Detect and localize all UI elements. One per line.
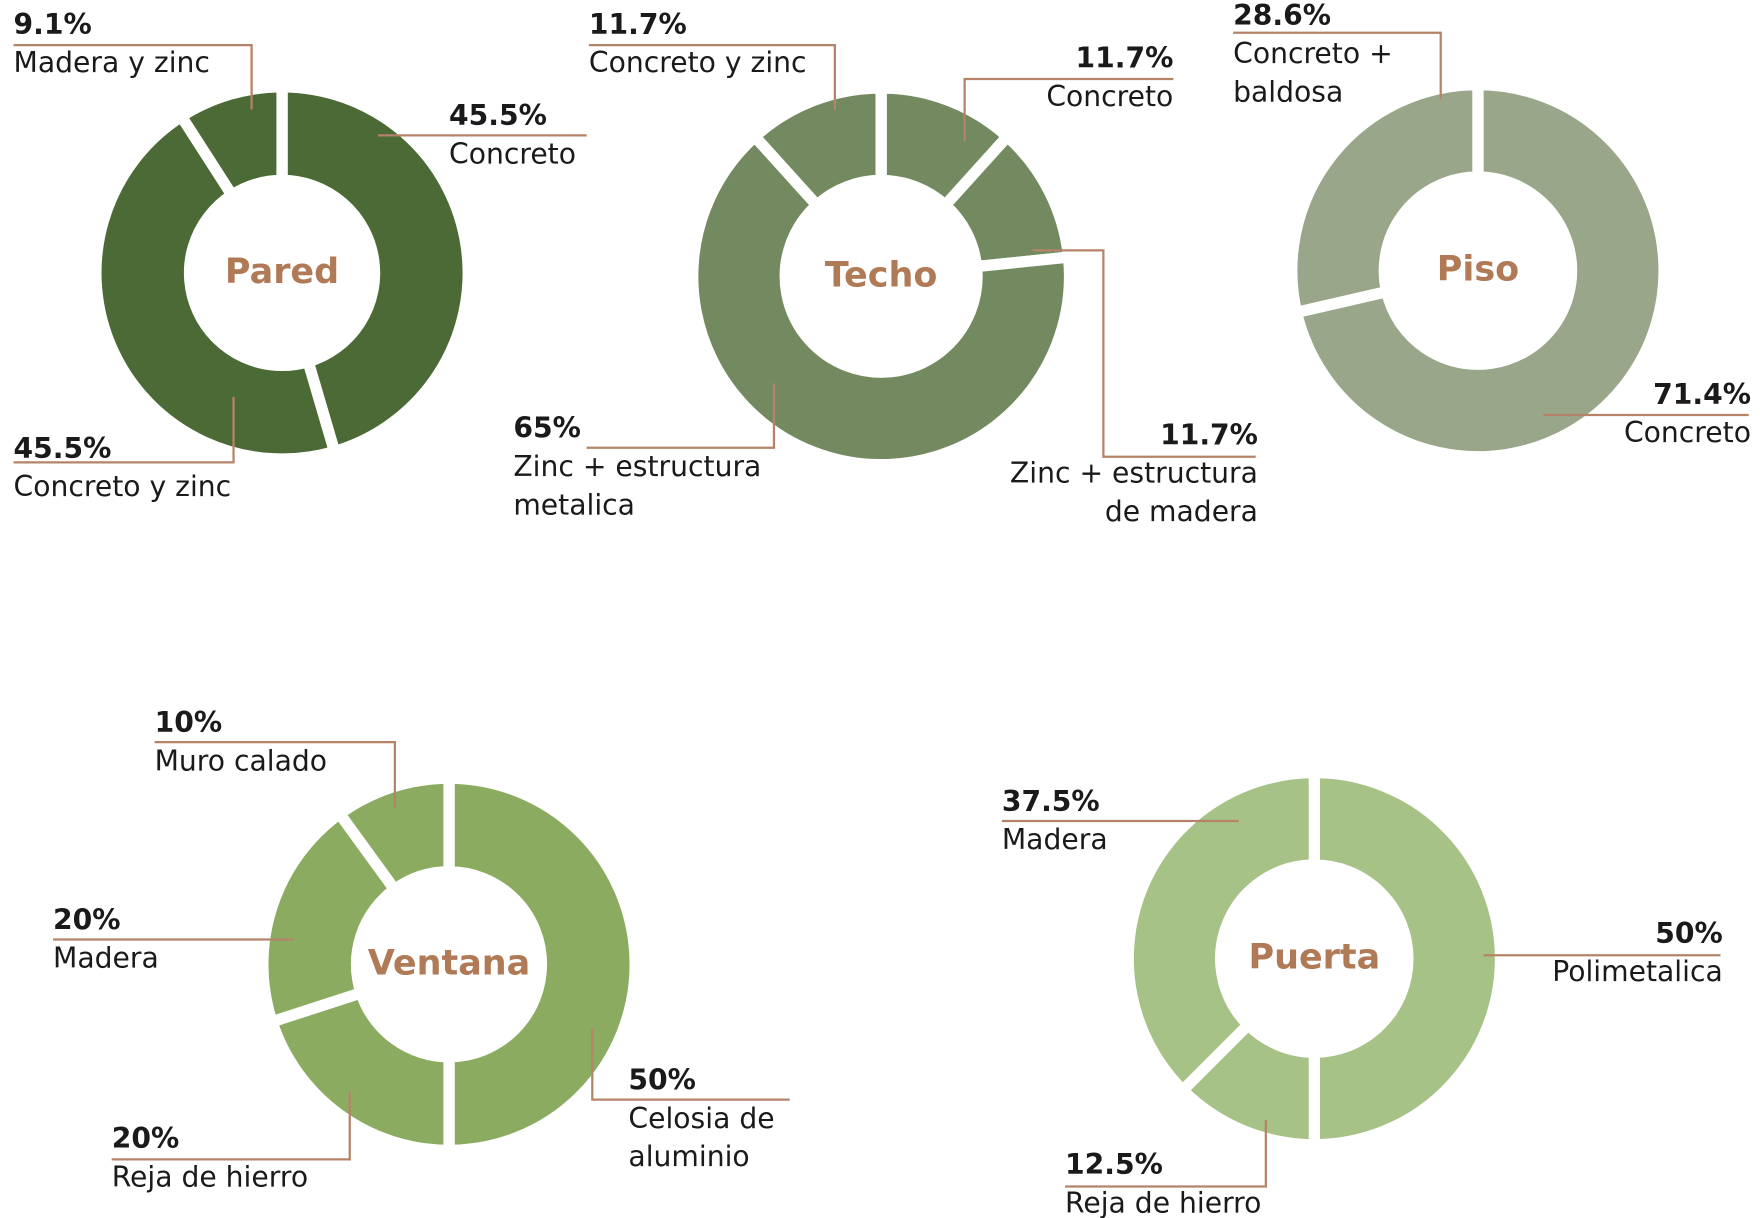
center-title: Ventana — [368, 943, 531, 983]
segment-label: 50% Polimetalica — [1497, 915, 1723, 992]
center-title: Piso — [1437, 250, 1519, 290]
leader-line — [1032, 249, 1256, 458]
value-label: 45.5% — [449, 99, 547, 132]
donut-segment — [746, 82, 887, 214]
donut-segment — [331, 772, 455, 898]
center-title: Puerta — [1248, 938, 1380, 978]
category-label: Celosia de aluminio — [628, 1101, 775, 1173]
category-label: Concreto + baldosa — [1233, 37, 1393, 109]
value-label: 11.7% — [588, 7, 687, 41]
segment-label: 71.4% Concreto — [1525, 376, 1751, 453]
segment-label: 11.7% Zinc + estructura de madera — [1004, 416, 1258, 531]
donut-segment — [90, 108, 342, 465]
center-title: Pared — [225, 252, 339, 292]
value-label: 28.6% — [1233, 0, 1331, 32]
segment-label: 10% Muro calado — [155, 704, 426, 781]
donut-segment — [173, 81, 288, 203]
donut — [1286, 78, 1670, 463]
category-label: Polimetalica — [1552, 955, 1723, 988]
value-label: 50% — [628, 1063, 696, 1097]
category-label: Zinc + estructura de madera — [1009, 456, 1258, 528]
segment-label: 9.1% Madera y zinc — [14, 6, 307, 83]
value-label: 37.5% — [1001, 784, 1100, 818]
value-label: 50% — [1655, 916, 1723, 950]
segment-label: 11.7% Concreto y zinc — [589, 6, 882, 83]
leader-line — [1233, 31, 1442, 100]
donut — [1122, 766, 1507, 1151]
value-label: 9.1% — [13, 7, 92, 41]
category-label: Madera — [53, 941, 159, 975]
donut-segment — [443, 772, 641, 1157]
segment-label: 50% Celosia de aluminio — [628, 1061, 797, 1176]
segment-label: 11.7% Concreto — [993, 39, 1174, 116]
category-label: Reja de hierro — [111, 1160, 309, 1194]
value-label: 71.4% — [1653, 377, 1751, 411]
donut-segment — [264, 985, 455, 1156]
value-label: 20% — [111, 1122, 180, 1155]
leader-line — [588, 43, 836, 110]
donut-segment — [1286, 78, 1484, 320]
leader-line — [13, 396, 235, 464]
donut-segment — [1308, 766, 1507, 1151]
donut-segment — [276, 81, 474, 459]
segment-label: 37.5% Madera — [1002, 783, 1228, 860]
donut-segment — [1122, 766, 1320, 1099]
leader-line — [154, 740, 396, 808]
leader-line — [586, 383, 776, 449]
leader-line — [591, 1028, 790, 1101]
value-label: 11.7% — [1160, 418, 1258, 452]
category-label: Reja de hierro — [1065, 1186, 1262, 1218]
segment-label: 45.5% Concreto — [449, 97, 675, 174]
category-label: Concreto — [449, 137, 577, 171]
segment-label: 45.5% Concreto y zinc — [14, 430, 307, 507]
segment-label: 65% Zinc + estructura metalica — [513, 409, 778, 524]
category-label: Concreto y zinc — [588, 46, 807, 79]
category-label: Madera y zinc — [13, 46, 210, 79]
center-title: Techo — [825, 255, 938, 295]
donut — [90, 81, 474, 465]
leader-line — [963, 77, 1174, 141]
segment-label: 12.5% Reja de hierro — [1065, 1146, 1358, 1218]
value-label: 20% — [53, 903, 121, 937]
category-label: Concreto — [1623, 416, 1751, 449]
value-label: 12.5% — [1065, 1148, 1163, 1181]
value-label: 45.5% — [13, 431, 112, 465]
donut — [257, 772, 641, 1157]
value-label: 65% — [513, 411, 581, 445]
donut-segment — [687, 128, 1076, 471]
segment-label: 28.6% Concreto + baldosa — [1233, 0, 1419, 112]
leader-line — [13, 43, 253, 110]
category-label: Concreto — [1046, 80, 1174, 113]
segment-label: 20% Reja de hierro — [112, 1120, 405, 1197]
value-label: 11.7% — [1075, 41, 1174, 75]
value-label: 10% — [154, 706, 223, 739]
category-label: Madera — [1001, 823, 1108, 857]
leader-line — [1065, 1119, 1267, 1188]
category-label: Zinc + estructura metalica — [513, 449, 762, 522]
segment-label: 20% Madera — [53, 901, 279, 978]
category-label: Concreto y zinc — [13, 470, 232, 503]
category-label: Muro calado — [154, 744, 328, 778]
donut — [687, 82, 1076, 471]
donut-segment — [257, 805, 403, 1029]
donut-segment — [1289, 78, 1670, 463]
leader-line — [111, 1091, 351, 1161]
